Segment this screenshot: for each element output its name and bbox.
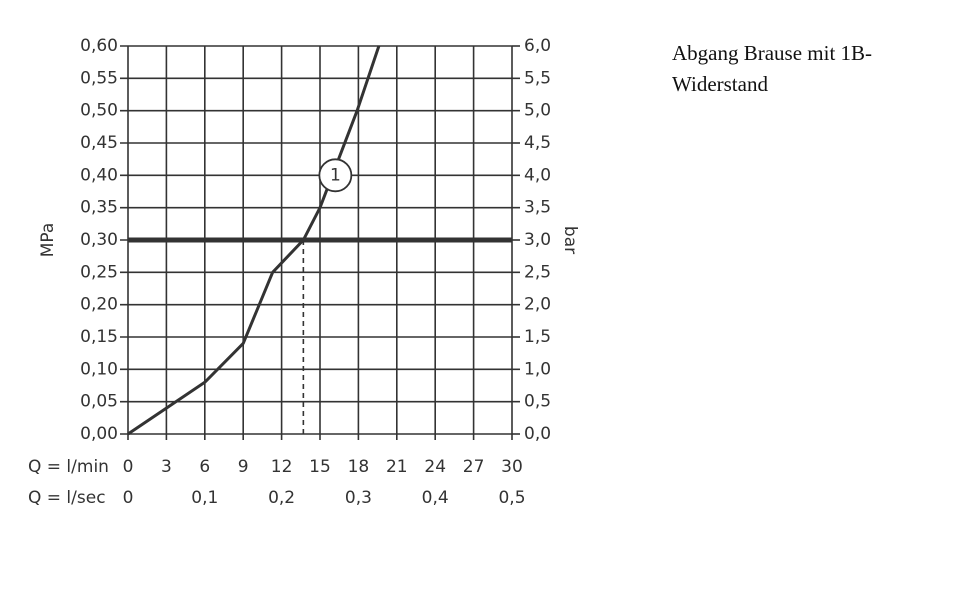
annotation-circle [318,158,353,193]
y2-tick-label: 2,0 [524,295,551,315]
y-tick-label: 0,55 [80,68,118,88]
x-tick-label: 30 [501,457,523,477]
x-tick-label: 18 [348,457,370,477]
y-tick-label: 0,10 [80,359,118,379]
caption-line: Widerstand [672,72,768,96]
x2-tick-label: 0,2 [268,488,295,508]
y-tick-label: 0,00 [80,424,118,444]
caption-line: Abgang Brause mit 1B- [672,41,872,65]
y-tick-label: 0,50 [80,101,118,121]
x2-axis-label: Q = l/sec [28,488,106,508]
y2-tick-label: 1,0 [524,359,551,379]
y2-tick-label: 1,5 [524,327,551,347]
x-axis-label: Q = l/min [28,457,109,477]
y-tick-label: 0,05 [80,392,118,412]
x-tick-label: 24 [424,457,446,477]
x-tick-label: 6 [199,457,210,477]
x-tick-label: 9 [238,457,249,477]
x-tick-label: 15 [309,457,331,477]
curve [127,45,381,436]
x-tick-label: 3 [161,457,172,477]
x2-tick-label: 0,5 [498,488,525,508]
y-tick-label: 0,40 [80,165,118,185]
y-tick-label: 0,30 [80,230,118,250]
y2-tick-label: 4,0 [524,165,551,185]
y2-tick-label: 3,5 [524,198,551,218]
y-tick-label: 0,15 [80,327,118,347]
x2-tick-label: 0,4 [422,488,449,508]
annotation-label: 1 [330,165,341,185]
y2-tick-label: 5,5 [524,68,551,88]
y2-tick-label: 0,0 [524,424,551,444]
x2-tick-label: 0,1 [191,488,218,508]
x2-tick-label: 0 [123,488,134,508]
y-axis-label: MPa [38,223,58,258]
x2-tick-label: 0,3 [345,488,372,508]
y-tick-label: 0,45 [80,133,118,153]
y-tick-label: 0,60 [80,36,118,56]
y-tick-label: 0,25 [80,262,118,282]
x-tick-label: 21 [386,457,408,477]
x-tick-label: 12 [271,457,293,477]
x-tick-label: 0 [123,457,134,477]
y2-tick-label: 3,0 [524,230,551,250]
y2-tick-label: 0,5 [524,392,551,412]
y2-tick-label: 6,0 [524,36,551,56]
x-tick-label: 27 [463,457,485,477]
y-tick-label: 0,35 [80,198,118,218]
y2-tick-label: 5,0 [524,101,551,121]
y2-tick-label: 4,5 [524,133,551,153]
y-tick-label: 0,20 [80,295,118,315]
y2-axis-label: bar [560,226,580,254]
y2-tick-label: 2,5 [524,262,551,282]
